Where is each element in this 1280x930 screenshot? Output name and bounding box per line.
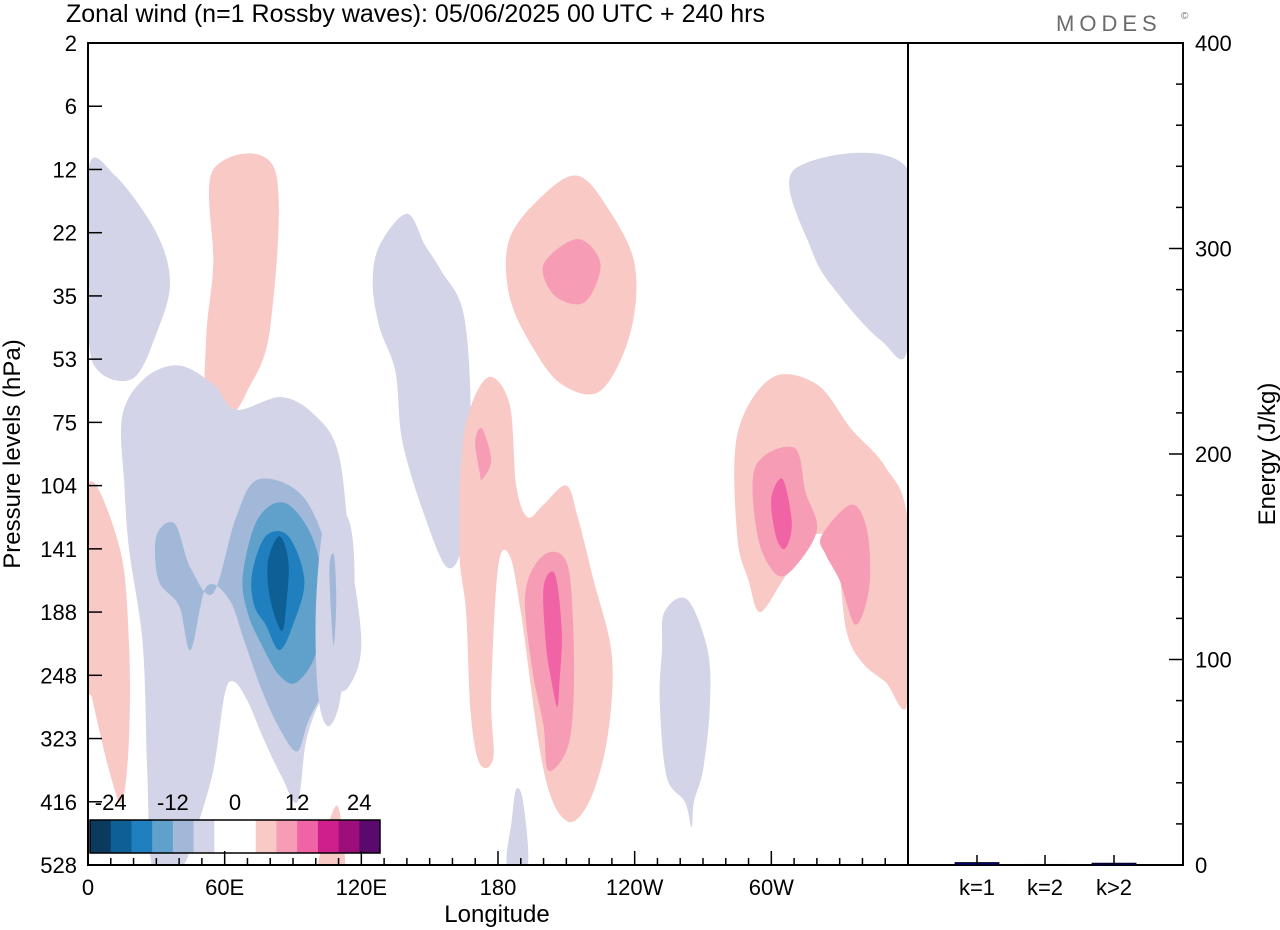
energy-tick-label: 400 [1195,31,1232,56]
contour-region [88,481,130,804]
colorbar-swatch [297,820,319,853]
y-tick-label: 323 [40,727,77,752]
energy-tick-label: 300 [1195,237,1232,262]
x-tick-label: 120E [336,875,387,900]
energy-axis-title: Energy (J/kg) [1254,383,1280,526]
x-axis-title: Longitude [444,901,549,928]
contour-region [204,153,279,420]
modes-logo: MODES © [1056,11,1189,36]
colorbar-swatch [359,820,381,853]
chart-title: Zonal wind (n=1 Rossby waves): 05/06/202… [66,0,765,28]
modes-logo-mark: © [1181,11,1189,22]
energy-panel: 0 100 200 300 400 k=1 k=2 k>2 Energy (J/kg) [907,31,1280,900]
colorbar-swatch [255,820,277,853]
energy-panel-border [907,42,1184,866]
x-tick-label: 0 [82,875,94,900]
energy-category-label: k=2 [1027,875,1063,900]
colorbar-swatch [193,820,215,853]
colorbar-swatch [90,820,112,853]
y-axis-title: Pressure levels (hPa) [0,339,26,568]
y-tick-label: 416 [40,790,77,815]
contour-region [659,597,711,828]
energy-category-label: k>2 [1096,875,1132,900]
x-tick-label: 180 [480,875,517,900]
contour-region [411,428,423,467]
contour-region [819,504,871,625]
contour-region [372,213,471,569]
colorbar-swatch [276,820,298,853]
energy-tick-label: 0 [1195,853,1207,878]
energy-axis: 0 100 200 300 400 [1169,31,1232,878]
y-tick-label: 35 [53,284,77,309]
colorbar-swatch [152,820,174,853]
y-tick-label: 12 [53,157,77,182]
colorbar-swatch [235,820,257,853]
energy-tick-label: 200 [1195,442,1232,467]
contour-region [771,478,792,550]
y-tick-label: 75 [53,410,77,435]
y-tick-label: 248 [40,663,77,688]
y-tick-label: 2 [65,31,77,56]
colorbar-label: -12 [157,790,189,815]
contour-region [267,536,289,632]
colorbar-swatch [110,820,132,853]
y-tick-label: 528 [40,853,77,878]
modes-logo-text: MODES [1056,11,1162,36]
colorbar-frame [89,819,381,854]
colorbar-swatch [172,820,194,853]
contour-region [329,553,337,645]
contour-region [543,571,562,707]
contour-region [789,152,908,360]
colorbar-swatch [317,820,339,853]
x-tick-label: 60E [205,875,244,900]
y-tick-label: 22 [53,221,77,246]
y-tick-label: 6 [65,94,77,119]
colorbar-swatch [131,820,153,853]
contour-region [475,428,492,481]
colorbar-swatch [214,820,236,853]
colorbar: -24 -12 0 12 24 [89,790,381,854]
y-tick-label: 141 [40,537,77,562]
contour-region [542,239,601,305]
y-tick-label: 188 [40,600,77,625]
colorbar-label: 12 [285,790,309,815]
contour-region [88,157,170,382]
energy-tick-label: 100 [1195,648,1232,673]
energy-categories: k=1 k=2 k>2 [959,855,1132,900]
energy-category-label: k=1 [959,875,995,900]
y-tick-label: 104 [40,474,77,499]
contour-regions [88,152,908,865]
x-tick-label: 120W [606,875,664,900]
colorbar-label: 0 [229,790,241,815]
x-tick-label: 60W [749,875,794,900]
x-axis: 0 60E 120E 180 120W 60W [82,851,909,900]
y-tick-label: 53 [53,347,77,372]
colorbar-swatch [338,820,360,853]
contour-region [506,787,529,865]
y-axis: 2 6 12 22 35 53 75 104 141 188 248 323 416 528 [40,31,102,878]
colorbar-label: 24 [347,790,371,815]
